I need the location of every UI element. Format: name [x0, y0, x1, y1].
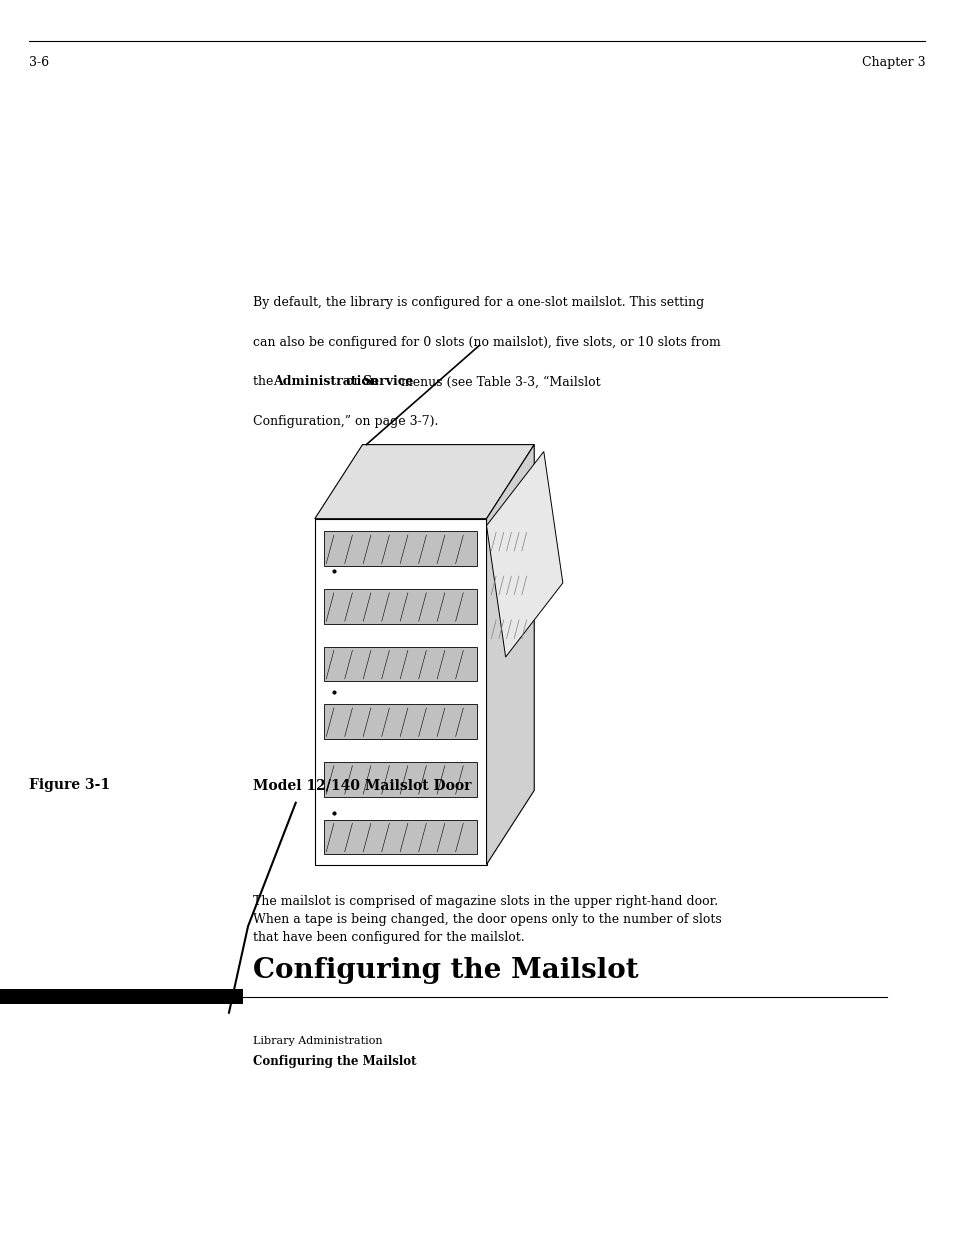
Polygon shape: [486, 445, 534, 864]
Bar: [324, 704, 476, 739]
Polygon shape: [314, 519, 486, 864]
FancyBboxPatch shape: [0, 989, 243, 1004]
Text: can also be configured for 0 slots (no mailslot), five slots, or 10 slots from: can also be configured for 0 slots (no m…: [253, 336, 720, 350]
Text: The mailslot is comprised of magazine slots in the upper right-hand door.
When a: The mailslot is comprised of magazine sl…: [253, 895, 720, 945]
Polygon shape: [486, 452, 562, 657]
Text: 3-6: 3-6: [29, 56, 49, 69]
Bar: [324, 647, 476, 682]
Bar: [324, 762, 476, 797]
Text: Chapter 3: Chapter 3: [861, 56, 924, 69]
Text: or: or: [342, 375, 363, 389]
Text: Figure 3-1: Figure 3-1: [29, 778, 110, 792]
Text: menus (see Table 3-3, “Mailslot: menus (see Table 3-3, “Mailslot: [396, 375, 599, 389]
Text: Administration: Administration: [273, 375, 378, 389]
Text: Model 12/140 Mailslot Door: Model 12/140 Mailslot Door: [253, 778, 471, 792]
Text: By default, the library is configured for a one-slot mailslot. This setting: By default, the library is configured fo…: [253, 296, 703, 310]
Polygon shape: [314, 445, 534, 519]
Text: Configuring the Mailslot: Configuring the Mailslot: [253, 957, 638, 984]
Bar: [324, 531, 476, 566]
Bar: [324, 589, 476, 624]
Text: Configuration,” on page 3-7).: Configuration,” on page 3-7).: [253, 415, 437, 429]
Text: Library Administration: Library Administration: [253, 1036, 382, 1046]
Text: Service: Service: [361, 375, 413, 389]
Text: Configuring the Mailslot: Configuring the Mailslot: [253, 1055, 416, 1068]
Bar: [324, 820, 476, 855]
Text: the: the: [253, 375, 277, 389]
